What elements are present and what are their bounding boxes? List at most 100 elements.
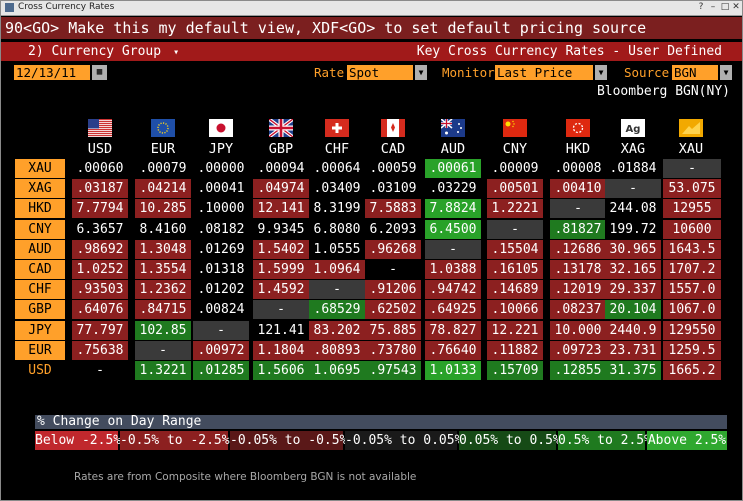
rate-cell[interactable]: 31.375 bbox=[605, 361, 661, 380]
source-dropdown-icon[interactable]: ▼ bbox=[720, 65, 732, 80]
rate-cell[interactable]: - bbox=[253, 300, 309, 319]
rate-cell[interactable]: 12955 bbox=[663, 199, 721, 218]
row-label-aud[interactable]: AUD bbox=[15, 240, 65, 259]
rate-cell[interactable]: .73780 bbox=[365, 341, 421, 360]
rate-cell[interactable]: 9.9345 bbox=[253, 220, 309, 239]
rate-cell[interactable]: .62502 bbox=[365, 300, 421, 319]
rate-cell[interactable]: 20.104 bbox=[605, 300, 661, 319]
rate-dropdown-icon[interactable]: ▼ bbox=[415, 65, 427, 80]
rate-cell[interactable]: .00079 bbox=[135, 159, 191, 178]
rate-cell[interactable]: 78.827 bbox=[425, 321, 481, 340]
rate-cell[interactable]: .15709 bbox=[487, 361, 543, 380]
rate-cell[interactable]: 102.85 bbox=[135, 321, 191, 340]
currency-group-menu[interactable]: 2) Currency Group ▾ bbox=[28, 42, 179, 62]
rate-cell[interactable]: 1.2221 bbox=[487, 199, 543, 218]
window-titlebar[interactable]: Cross Currency Rates ? – □ ✕ bbox=[1, 1, 742, 16]
rate-cell[interactable]: - bbox=[72, 361, 128, 380]
row-label-xau[interactable]: XAU bbox=[15, 159, 65, 178]
column-header-cad[interactable]: CAD bbox=[365, 111, 421, 159]
rate-cell[interactable]: .98692 bbox=[72, 240, 128, 259]
rate-cell[interactable]: 10.285 bbox=[135, 199, 191, 218]
rate-cell[interactable]: .16105 bbox=[487, 260, 543, 279]
maximize-icon[interactable]: □ bbox=[720, 2, 730, 12]
rate-cell[interactable]: 83.202 bbox=[309, 321, 365, 340]
rate-cell[interactable]: .01884 bbox=[605, 159, 661, 178]
rate-cell[interactable]: 1259.5 bbox=[663, 341, 721, 360]
rate-cell[interactable]: - bbox=[663, 159, 721, 178]
rate-cell[interactable]: .00041 bbox=[193, 179, 249, 198]
rate-cell[interactable]: 8.3199 bbox=[309, 199, 365, 218]
rate-cell[interactable]: .08237 bbox=[550, 300, 606, 319]
rate-cell[interactable]: .00501 bbox=[487, 179, 543, 198]
rate-cell[interactable]: .04974 bbox=[253, 179, 309, 198]
rate-cell[interactable]: 30.965 bbox=[605, 240, 661, 259]
rate-cell[interactable]: 1.0964 bbox=[309, 260, 365, 279]
rate-cell[interactable]: 1665.2 bbox=[663, 361, 721, 380]
source-select[interactable]: BGN bbox=[672, 65, 718, 80]
rate-cell[interactable]: .00059 bbox=[365, 159, 421, 178]
rate-cell[interactable]: .01269 bbox=[193, 240, 249, 259]
rate-cell[interactable]: 1.3048 bbox=[135, 240, 191, 259]
rate-cell[interactable]: .10000 bbox=[193, 199, 249, 218]
rate-cell[interactable]: 1.3554 bbox=[135, 260, 191, 279]
rate-cell[interactable]: 1.3221 bbox=[135, 361, 191, 380]
rate-cell[interactable]: .76640 bbox=[425, 341, 481, 360]
column-header-aud[interactable]: AUD bbox=[425, 111, 481, 159]
rate-cell[interactable]: 1.0252 bbox=[72, 260, 128, 279]
column-header-xag[interactable]: Ag XAG bbox=[605, 111, 661, 159]
rate-cell[interactable]: 1.1804 bbox=[253, 341, 309, 360]
rate-cell[interactable]: 1.0695 bbox=[309, 361, 365, 380]
rate-cell[interactable]: 7.8824 bbox=[425, 199, 481, 218]
rate-cell[interactable]: .80893 bbox=[309, 341, 365, 360]
row-label-usd[interactable]: USD bbox=[28, 363, 52, 378]
rate-cell[interactable]: .91206 bbox=[365, 280, 421, 299]
row-label-gbp[interactable]: GBP bbox=[15, 300, 65, 319]
column-header-usd[interactable]: USD bbox=[72, 111, 128, 159]
rate-cell[interactable]: 1.2362 bbox=[135, 280, 191, 299]
rate-cell[interactable]: .00000 bbox=[193, 159, 249, 178]
rate-cell[interactable]: .00824 bbox=[193, 300, 249, 319]
minimize-icon[interactable]: – bbox=[710, 2, 716, 12]
rate-cell[interactable]: .10066 bbox=[487, 300, 543, 319]
rate-cell[interactable]: .75638 bbox=[72, 341, 128, 360]
column-header-gbp[interactable]: GBP bbox=[253, 111, 309, 159]
column-header-xau[interactable]: XAU bbox=[663, 111, 719, 159]
rate-cell[interactable]: 6.8080 bbox=[309, 220, 365, 239]
rate-cell[interactable]: .03187 bbox=[72, 179, 128, 198]
rate-cell[interactable]: .00008 bbox=[550, 159, 606, 178]
rate-cell[interactable]: .12855 bbox=[550, 361, 606, 380]
rate-cell[interactable]: 244.08 bbox=[605, 199, 661, 218]
rate-cell[interactable]: .03409 bbox=[309, 179, 365, 198]
rate-cell[interactable]: 121.41 bbox=[253, 321, 309, 340]
rate-cell[interactable]: .11882 bbox=[487, 341, 543, 360]
rate-cell[interactable]: 7.5883 bbox=[365, 199, 421, 218]
rate-cell[interactable]: 1557.0 bbox=[663, 280, 721, 299]
rate-cell[interactable]: .94742 bbox=[425, 280, 481, 299]
rate-cell[interactable]: .96268 bbox=[365, 240, 421, 259]
rate-cell[interactable]: - bbox=[550, 199, 606, 218]
monitor-dropdown-icon[interactable]: ▼ bbox=[595, 65, 607, 80]
rate-cell[interactable]: 1.0555 bbox=[309, 240, 365, 259]
rate-cell[interactable]: .09723 bbox=[550, 341, 606, 360]
rate-cell[interactable]: 8.4160 bbox=[135, 220, 191, 239]
rate-cell[interactable]: - bbox=[365, 260, 421, 279]
rate-cell[interactable]: - bbox=[193, 321, 249, 340]
column-header-hkd[interactable]: HKD bbox=[550, 111, 606, 159]
rate-cell[interactable]: 1.5402 bbox=[253, 240, 309, 259]
row-label-chf[interactable]: CHF bbox=[15, 280, 65, 299]
rate-cell[interactable]: 75.885 bbox=[365, 321, 421, 340]
rate-cell[interactable]: .81827 bbox=[550, 220, 606, 239]
rate-cell[interactable]: 6.2093 bbox=[365, 220, 421, 239]
rate-cell[interactable]: .14689 bbox=[487, 280, 543, 299]
rate-cell[interactable]: .84715 bbox=[135, 300, 191, 319]
column-header-eur[interactable]: EUR bbox=[135, 111, 191, 159]
rate-cell[interactable]: 10600 bbox=[663, 220, 721, 239]
monitor-select[interactable]: Last Price w/ bbox=[495, 65, 593, 95]
close-icon[interactable]: ✕ bbox=[732, 2, 740, 12]
row-label-cny[interactable]: CNY bbox=[15, 220, 65, 239]
rate-cell[interactable]: .93503 bbox=[72, 280, 128, 299]
rate-cell[interactable]: .01318 bbox=[193, 260, 249, 279]
row-label-eur[interactable]: EUR bbox=[15, 341, 65, 360]
rate-select[interactable]: Spot bbox=[347, 65, 413, 80]
rate-cell[interactable]: 10.000 bbox=[550, 321, 606, 340]
